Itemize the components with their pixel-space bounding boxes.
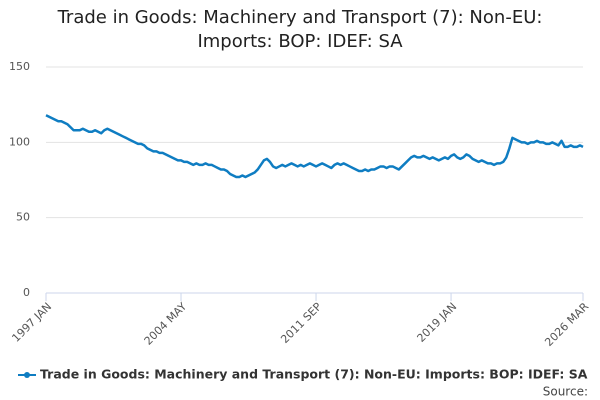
source: Source: bbox=[543, 385, 588, 399]
x-tick-label: 2004 MAY bbox=[142, 300, 190, 348]
y-tick-label: 150 bbox=[9, 60, 30, 73]
y-tick-label: 100 bbox=[9, 135, 30, 148]
legend-label: Trade in Goods: Machinery and Transport … bbox=[40, 367, 588, 382]
data-line bbox=[45, 114, 584, 179]
x-tick-label: 1997 JAN bbox=[9, 300, 54, 345]
y-tick-label: 50 bbox=[16, 211, 30, 224]
y-tick-label: 0 bbox=[23, 286, 30, 299]
x-tick-label: 2026 MAR bbox=[542, 300, 591, 349]
legend-marker bbox=[24, 372, 30, 378]
x-tick-label: 2011 SEP bbox=[278, 300, 324, 346]
chart-title: Trade in Goods: Machinery and Transport … bbox=[57, 7, 543, 52]
x-tick-label: 2019 JAN bbox=[415, 300, 460, 345]
